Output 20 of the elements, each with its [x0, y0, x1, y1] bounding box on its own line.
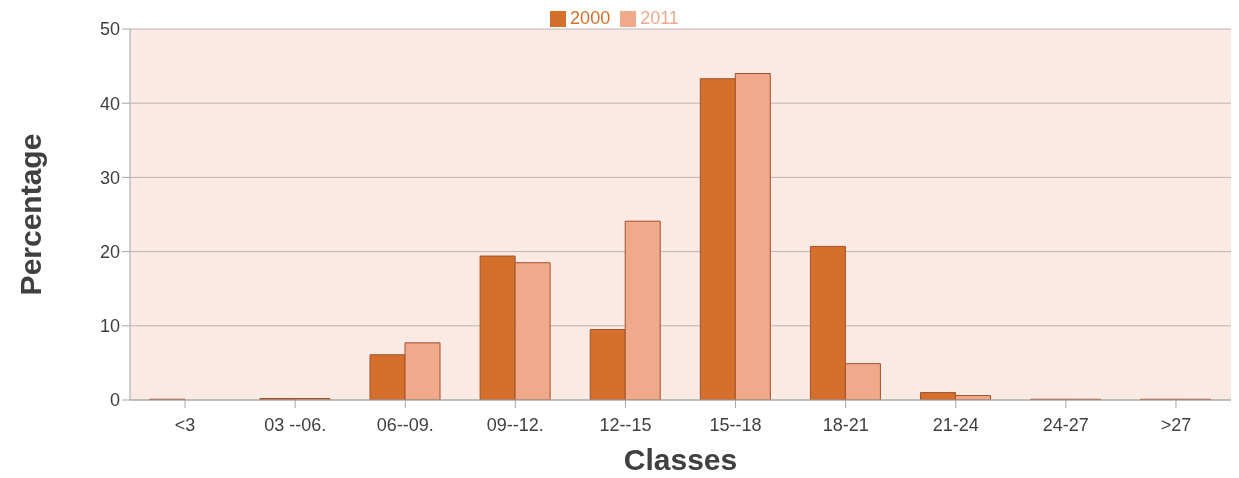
- x-tick-label: <3: [174, 414, 196, 435]
- y-tick-label: 30: [99, 167, 120, 188]
- x-tick-label: 15--18: [709, 414, 762, 435]
- y-tick-label: 20: [99, 241, 120, 262]
- y-tick-label: 0: [109, 390, 120, 411]
- legend-label: 2011: [640, 8, 679, 28]
- x-tick-label: 03 --06.: [264, 414, 327, 435]
- x-tick-label: 09--12.: [486, 414, 544, 435]
- x-tick-label: 18-21: [822, 414, 869, 435]
- x-tick-label: 06--09.: [376, 414, 434, 435]
- x-tick-label: >27: [1160, 414, 1192, 435]
- x-tick-label: 12--15: [599, 414, 652, 435]
- x-tick-label: 24-27: [1042, 414, 1089, 435]
- y-axis-title: Percentage: [13, 133, 47, 296]
- y-tick-label: 50: [99, 19, 120, 40]
- legend-label: 2000: [570, 8, 611, 28]
- y-tick-label: 10: [99, 316, 120, 337]
- x-axis-title: Classes: [623, 443, 738, 476]
- y-tick-label: 40: [99, 93, 120, 114]
- x-tick-label: 21-24: [932, 414, 979, 435]
